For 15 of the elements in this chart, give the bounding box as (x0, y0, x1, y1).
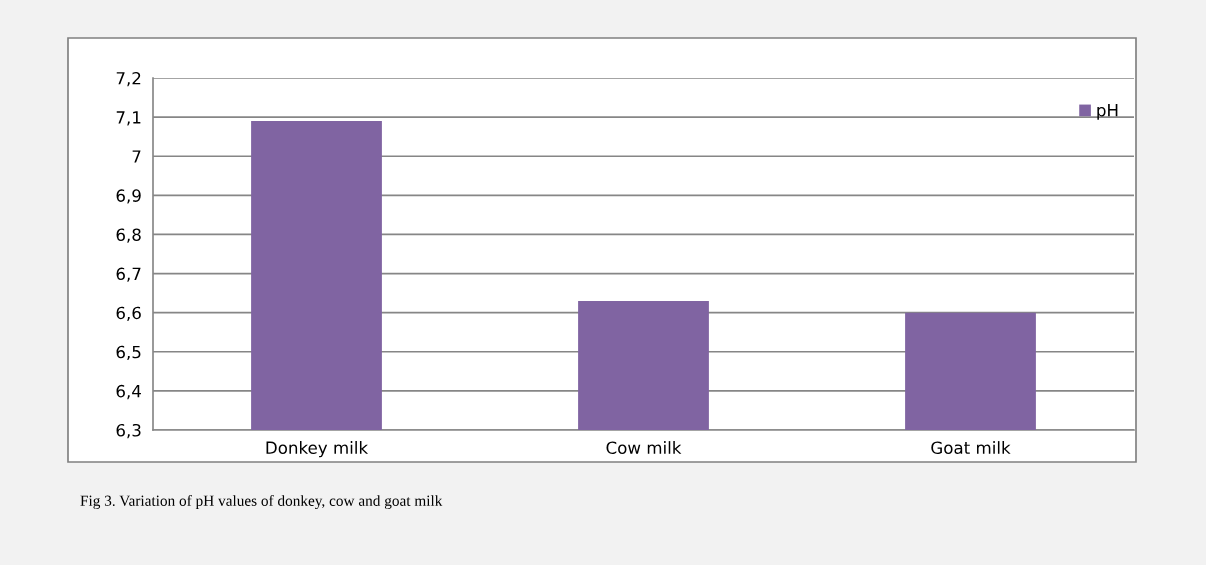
x-tick-label: Donkey milk (266, 441, 369, 458)
y-tick-label: 7,2 (116, 71, 141, 87)
x-tick-label: Goat milk (931, 441, 1011, 455)
y-tick-label: 6,9 (116, 189, 141, 204)
x-tick-label: Cow milk (606, 441, 682, 455)
caption: Fig 3. Variation of pH values of donkey, cow and goat milk (80, 494, 443, 510)
y-tick-label: 6,5 (116, 345, 141, 361)
y-tick-label: 6,3 (116, 423, 141, 439)
legend-label: pH (1097, 104, 1118, 120)
y-tick-label: 7,1 (116, 111, 141, 126)
y-tick-label: 6,4 (116, 384, 141, 400)
y-tick-label: 6,7 (116, 267, 141, 282)
y-tick-label: 6,8 (116, 228, 141, 243)
y-tick-label: 6,6 (116, 306, 141, 321)
y-tick-label: 7 (132, 150, 141, 163)
